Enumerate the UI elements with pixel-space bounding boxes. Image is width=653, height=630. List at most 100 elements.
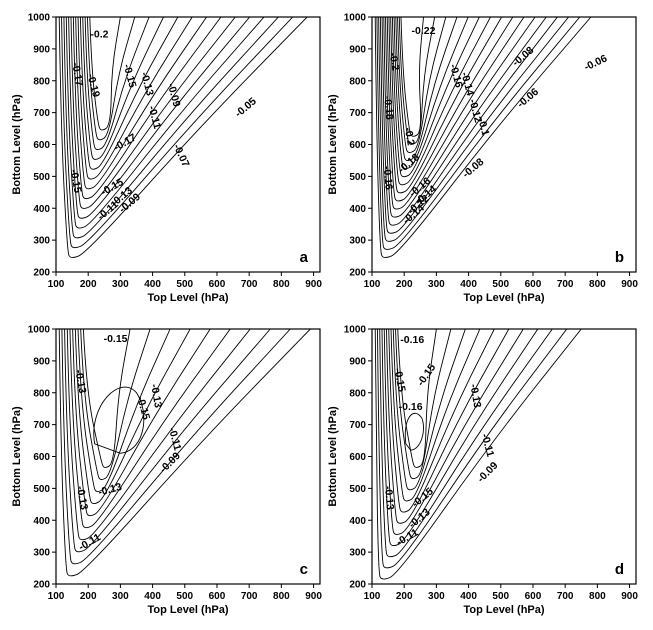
y-tick-label: 500 bbox=[349, 172, 366, 183]
contour-line bbox=[397, 329, 437, 468]
y-axis-label: Bottom Level (hPa) bbox=[11, 406, 23, 507]
contour-line bbox=[61, 17, 294, 249]
contour-line bbox=[68, 17, 251, 219]
contour-line bbox=[377, 329, 568, 569]
contour-line bbox=[397, 17, 447, 153]
x-axis-label: Top Level (hPa) bbox=[463, 292, 544, 304]
x-tick-label: 300 bbox=[428, 279, 445, 290]
contour-line bbox=[398, 17, 436, 145]
contour-line bbox=[79, 17, 179, 170]
panel-c: 100 200 300 400 500 600 700 800 9002003004005006… bbox=[11, 325, 322, 617]
contour-line bbox=[65, 17, 265, 229]
x-tick-label: 800 bbox=[589, 591, 606, 602]
contour-label: -0.15 bbox=[415, 362, 439, 389]
contour-line bbox=[378, 17, 569, 242]
contour-line bbox=[72, 329, 211, 517]
contour-line bbox=[388, 329, 495, 513]
contour-line bbox=[381, 17, 547, 226]
y-tick-label: 200 bbox=[349, 268, 366, 279]
contour-label: -0.13 bbox=[382, 485, 396, 510]
x-tick-label: 900 bbox=[621, 279, 638, 290]
x-tick-label: 200 bbox=[396, 591, 413, 602]
x-tick-label: 700 bbox=[241, 279, 258, 290]
contour-label: -0.17 bbox=[112, 131, 139, 153]
contour-label: -0.13 bbox=[467, 383, 483, 409]
x-tick-label: 700 bbox=[557, 279, 574, 290]
y-tick-label: 300 bbox=[33, 548, 50, 559]
contour-label: -0.13 bbox=[148, 383, 164, 409]
contour-line bbox=[395, 17, 458, 162]
contour-line bbox=[400, 17, 424, 137]
contour-label: -0.2 bbox=[90, 28, 108, 40]
y-tick-label: 400 bbox=[349, 204, 366, 215]
y-tick-label: 900 bbox=[33, 356, 50, 367]
contour-label: -0.15 bbox=[134, 395, 152, 421]
contour-line bbox=[64, 329, 271, 553]
contour-label: -0.2 bbox=[402, 127, 417, 147]
y-tick-label: 600 bbox=[33, 452, 50, 463]
x-tick-label: 200 bbox=[80, 591, 97, 602]
x-tick-label: 900 bbox=[621, 591, 638, 602]
y-tick-label: 600 bbox=[349, 452, 366, 463]
contour-label: -0.18 bbox=[381, 95, 395, 120]
y-tick-label: 900 bbox=[349, 356, 366, 367]
contour-line bbox=[87, 17, 136, 141]
contour-lines bbox=[58, 329, 311, 577]
x-tick-label: 400 bbox=[144, 279, 161, 290]
panel-letter: d bbox=[615, 561, 624, 578]
contour-line bbox=[82, 329, 131, 468]
y-tick-label: 300 bbox=[33, 236, 50, 247]
contour-line bbox=[385, 17, 525, 210]
x-tick-label: 600 bbox=[209, 591, 226, 602]
y-axis-label: Bottom Level (hPa) bbox=[327, 406, 339, 507]
contour-label: -0.11 bbox=[77, 531, 103, 553]
y-tick-label: 200 bbox=[33, 268, 50, 279]
y-tick-label: 900 bbox=[33, 44, 50, 55]
contour-label: -0.13 bbox=[72, 369, 88, 395]
y-tick-label: 400 bbox=[33, 204, 50, 215]
y-tick-label: 1000 bbox=[28, 13, 51, 24]
contour-line bbox=[395, 329, 452, 480]
contour-line bbox=[84, 17, 150, 151]
contour-label: -0.05 bbox=[233, 95, 259, 120]
contour-label: -0.15 bbox=[68, 168, 84, 194]
contour-line bbox=[69, 329, 231, 529]
x-tick-label: 600 bbox=[209, 279, 226, 290]
contour-line bbox=[386, 17, 514, 202]
contour-line bbox=[61, 329, 291, 565]
contour-lines bbox=[58, 17, 308, 258]
contour-line bbox=[379, 329, 553, 558]
contour-line bbox=[374, 17, 592, 258]
x-tick-label: 500 bbox=[176, 279, 193, 290]
contour-label: -0.16 bbox=[399, 401, 423, 413]
x-tick-label: 400 bbox=[460, 279, 477, 290]
y-tick-label: 500 bbox=[33, 484, 50, 495]
y-tick-label: 1000 bbox=[344, 13, 367, 24]
x-tick-label: 100 bbox=[48, 591, 65, 602]
contour-line bbox=[77, 17, 193, 180]
y-tick-label: 400 bbox=[349, 516, 366, 527]
x-tick-label: 500 bbox=[492, 279, 509, 290]
contour-line bbox=[388, 17, 503, 194]
contour-label: -0.11 bbox=[166, 426, 184, 452]
contour-line bbox=[383, 329, 524, 535]
contour-label: -0.15 bbox=[104, 333, 128, 345]
contour-line bbox=[383, 17, 536, 218]
x-tick-label: 700 bbox=[557, 591, 574, 602]
contour-label: -0.16 bbox=[381, 166, 395, 191]
panel-a: 100 200 300 400 500 600 700 800 9002003004005006… bbox=[11, 13, 322, 305]
contour-label: -0.06 bbox=[582, 52, 609, 73]
contour-line bbox=[376, 17, 581, 250]
x-tick-label: 400 bbox=[460, 591, 477, 602]
contour-label: -0.1 bbox=[475, 117, 491, 138]
x-axis-label: Top Level (hPa) bbox=[147, 604, 228, 616]
y-tick-label: 600 bbox=[349, 140, 366, 151]
x-tick-label: 900 bbox=[305, 591, 322, 602]
y-tick-label: 300 bbox=[349, 548, 366, 559]
y-tick-label: 800 bbox=[349, 76, 366, 87]
contour-lines bbox=[374, 329, 582, 580]
y-axis-label: Bottom Level (hPa) bbox=[327, 94, 339, 195]
contour-label: -0.09 bbox=[157, 450, 183, 476]
y-tick-label: 400 bbox=[33, 516, 50, 527]
contour-label: -0.22 bbox=[412, 25, 436, 37]
